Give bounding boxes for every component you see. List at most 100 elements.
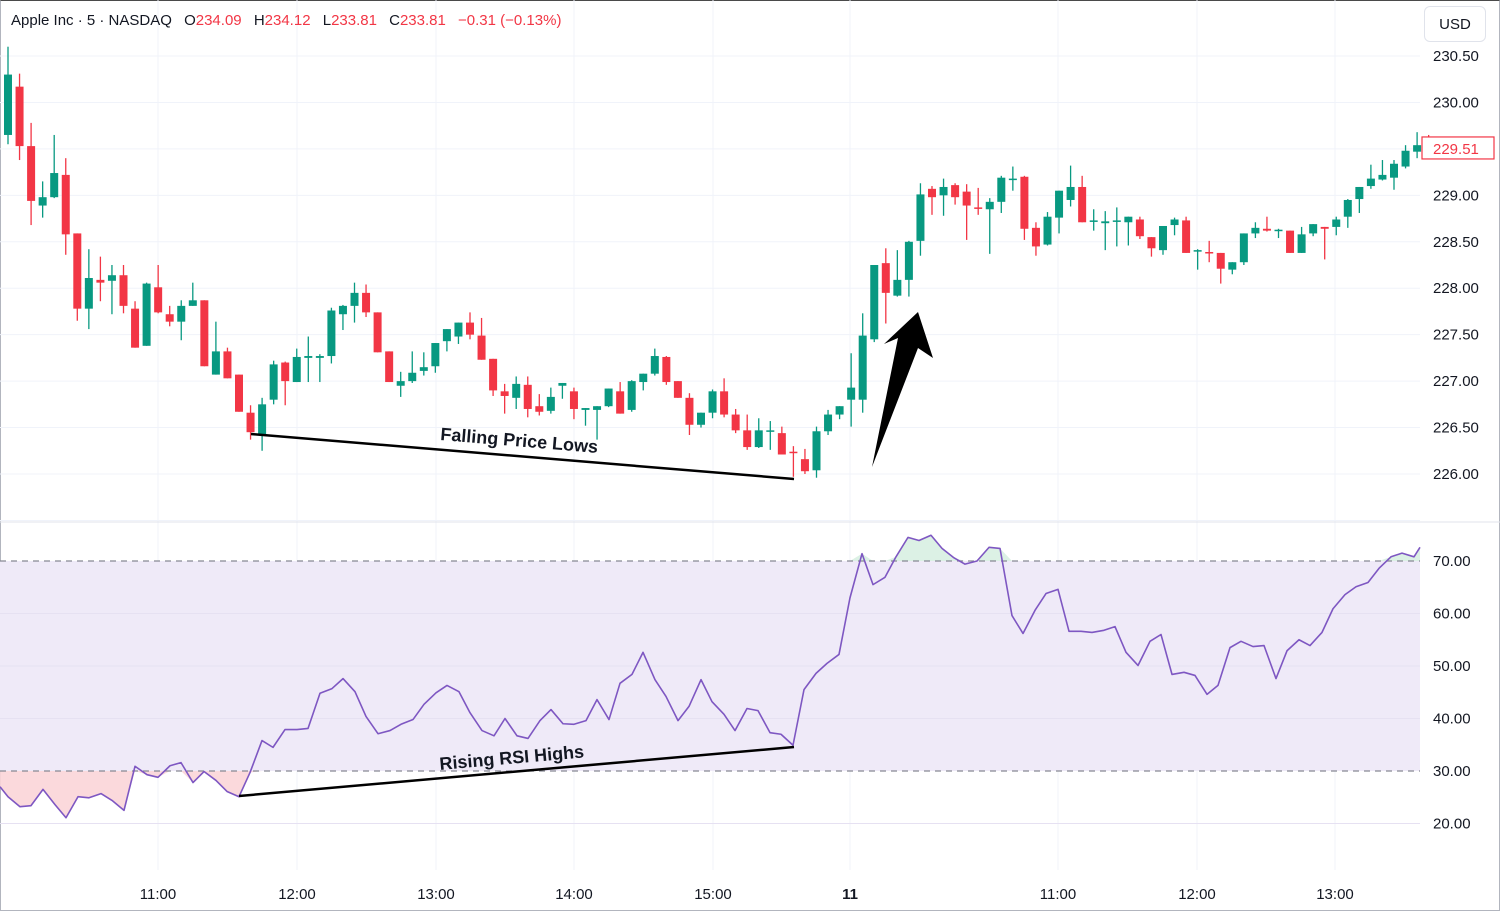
- candle: [84, 249, 93, 330]
- rsi-line: [0, 534, 1421, 819]
- candle-body: [385, 351, 394, 383]
- oversold-fill: [181, 771, 262, 797]
- candle: [593, 406, 602, 440]
- candle: [304, 336, 313, 383]
- last-price-label: 229.51: [1433, 141, 1479, 158]
- candle-body: [708, 391, 717, 413]
- candle: [477, 317, 486, 360]
- candle-body: [281, 362, 290, 382]
- candle: [1320, 226, 1329, 260]
- candle-body: [454, 322, 463, 337]
- candle: [1159, 225, 1167, 255]
- rsi-tick-label: 70.00: [1433, 553, 1471, 570]
- candle: [500, 383, 509, 414]
- candle: [154, 265, 163, 314]
- candle-body: [928, 188, 936, 198]
- candle: [1112, 207, 1121, 247]
- candle: [165, 305, 174, 327]
- candle-body: [431, 343, 440, 367]
- up-arrow-icon: [872, 312, 933, 467]
- candle-body: [835, 406, 844, 415]
- candle: [1390, 160, 1398, 190]
- candle-body: [1101, 221, 1110, 224]
- open-value: 234.09: [195, 12, 242, 29]
- candle-body: [489, 358, 498, 391]
- candle: [281, 361, 290, 406]
- rsi-tick-label: 40.00: [1433, 711, 1471, 728]
- candle-body: [200, 300, 209, 367]
- candle-body: [1332, 219, 1341, 227]
- candle: [789, 446, 798, 477]
- candle: [650, 348, 659, 376]
- candle: [697, 412, 705, 428]
- rsi-axis[interactable]: 70.00 60.00 50.00 40.00 30.00 20.00: [1433, 553, 1471, 833]
- candle-body: [1239, 233, 1248, 263]
- close-label: C: [389, 12, 400, 29]
- candle-body: [743, 430, 752, 448]
- close-value: 233.81: [399, 12, 446, 29]
- candle-body: [315, 356, 324, 358]
- candle: [1297, 226, 1306, 253]
- candle-body: [824, 414, 833, 432]
- candle: [1251, 222, 1260, 239]
- candle: [604, 388, 613, 408]
- price-axis[interactable]: 230.50230.00229.50229.00228.50228.00227.…: [1421, 48, 1495, 483]
- currency-button[interactable]: USD: [1424, 6, 1486, 42]
- candle-body: [131, 308, 140, 348]
- candle-body: [1078, 186, 1087, 223]
- time-tick-label: 13:00: [417, 886, 455, 903]
- candle-body: [338, 305, 347, 315]
- candle: [454, 322, 463, 344]
- candle: [327, 307, 336, 364]
- candle-body: [754, 430, 763, 448]
- candle-body: [893, 279, 902, 296]
- candle: [442, 329, 451, 352]
- candle: [916, 183, 925, 256]
- time-tick-label: 12:00: [1178, 886, 1216, 903]
- symbol-title[interactable]: Apple Inc · 5 · NASDAQ: [11, 12, 172, 29]
- candle-body: [858, 335, 867, 400]
- candle: [1066, 165, 1075, 207]
- price-tick-label: 229.00: [1433, 187, 1479, 204]
- candle: [1228, 262, 1237, 275]
- candle-body: [107, 275, 116, 281]
- price-tick-label: 228.00: [1433, 280, 1479, 297]
- candle-body: [939, 186, 948, 196]
- time-tick-label: 15:00: [694, 886, 732, 903]
- candle: [1274, 228, 1283, 239]
- candle-body: [477, 335, 486, 360]
- rsi-polyline: [0, 534, 1421, 819]
- candle: [812, 426, 821, 478]
- candle-body: [84, 278, 93, 309]
- time-tick-label: 11:00: [1040, 886, 1076, 903]
- candle-body: [396, 381, 405, 386]
- candle: [27, 122, 36, 226]
- candle: [1043, 212, 1052, 246]
- rsi-tick-label: 20.00: [1433, 816, 1471, 833]
- candle: [743, 414, 752, 450]
- candle: [627, 380, 636, 412]
- candle: [1135, 216, 1144, 239]
- candle: [1239, 233, 1248, 265]
- candle-body: [1124, 216, 1133, 223]
- candle-body: [27, 146, 36, 201]
- candle-body: [1193, 250, 1202, 252]
- candle-body: [304, 356, 313, 358]
- candle-body: [1228, 262, 1237, 270]
- candle-body: [1205, 251, 1214, 254]
- candle: [1413, 132, 1422, 159]
- candle: [1355, 186, 1364, 213]
- candle-body: [800, 459, 809, 472]
- candle-body: [1089, 220, 1098, 222]
- time-axis[interactable]: 11:00 12:00 13:00 14:00 15:00 11 11:00 12:00 13:…: [140, 886, 1354, 903]
- candle-body: [812, 431, 821, 471]
- candle: [1378, 160, 1387, 181]
- candle-body: [916, 194, 925, 241]
- candle-body: [96, 279, 105, 283]
- candle-body: [188, 300, 197, 306]
- low-value: 233.81: [331, 12, 377, 29]
- candle-body: [604, 388, 613, 407]
- candle: [177, 300, 186, 341]
- candle: [1182, 216, 1191, 253]
